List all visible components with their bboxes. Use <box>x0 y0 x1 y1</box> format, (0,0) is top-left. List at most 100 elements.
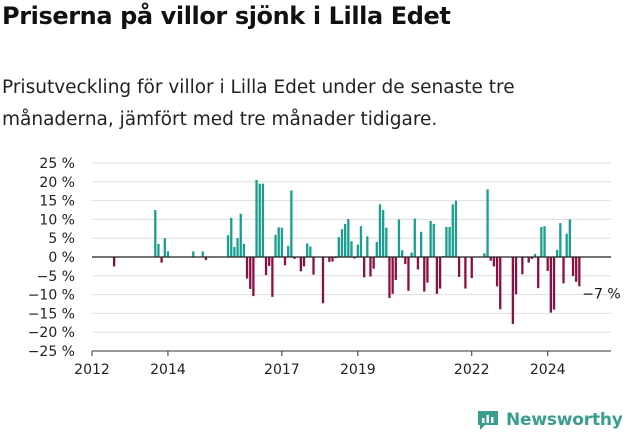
bar <box>331 257 334 262</box>
bar <box>448 226 451 257</box>
brand-name: Newsworthy <box>506 410 623 430</box>
bar <box>353 257 356 259</box>
bar <box>537 257 540 289</box>
bar <box>382 210 385 257</box>
bar <box>413 218 416 257</box>
bar <box>495 257 499 287</box>
x-tick-label: 2024 <box>530 362 566 378</box>
bar-chart: 25 % 20 % 15 % 10 % 5 % 0 % −5 % −10 % −15 % −20 … <box>28 156 621 378</box>
bar <box>407 257 410 291</box>
bar-series <box>112 179 581 324</box>
bar <box>157 243 160 257</box>
bar <box>312 257 315 275</box>
bar <box>438 257 442 289</box>
bar <box>287 245 290 257</box>
bar <box>454 200 458 257</box>
bar <box>543 226 546 257</box>
bar <box>302 257 306 267</box>
bar <box>514 257 518 295</box>
bar <box>369 257 372 277</box>
bar <box>255 179 258 257</box>
x-tick-label: 2022 <box>454 362 490 378</box>
bar <box>394 257 397 280</box>
bar <box>204 257 208 261</box>
y-tick-label: 5 % <box>48 231 75 247</box>
bar <box>435 257 439 294</box>
bar <box>385 227 388 257</box>
y-tick-label: −20 % <box>28 325 75 341</box>
bar <box>483 253 486 257</box>
y-tick-label: −5 % <box>37 269 75 285</box>
bar <box>280 227 284 257</box>
latest-value-annotation: −7 % <box>582 286 620 302</box>
y-tick-label: 15 % <box>39 194 75 210</box>
bar <box>293 257 296 259</box>
bar <box>344 223 347 257</box>
bar <box>451 204 454 257</box>
bar <box>261 183 265 257</box>
bar <box>271 257 274 297</box>
bar <box>521 257 524 275</box>
newsworthy-logo-icon <box>478 411 498 430</box>
bar <box>290 190 293 257</box>
x-tick-label: 2017 <box>264 362 300 378</box>
bar <box>549 257 552 313</box>
bar <box>410 252 413 257</box>
bar <box>445 226 448 257</box>
bar <box>321 257 325 304</box>
y-tick-label: 0 % <box>48 250 75 266</box>
bar <box>299 257 303 272</box>
bar <box>258 183 261 257</box>
bar <box>457 257 461 277</box>
bar <box>226 235 230 257</box>
chart-subtitle: Prisutveckling för villor i Lilla Edet u… <box>2 77 515 130</box>
bar <box>527 257 530 263</box>
bar <box>166 251 170 257</box>
bar <box>236 238 239 257</box>
y-tick-label: 20 % <box>39 175 75 191</box>
bar <box>397 219 401 257</box>
bar <box>423 257 426 292</box>
bar <box>492 257 496 267</box>
bar <box>230 217 233 257</box>
bar <box>388 257 391 298</box>
bar <box>404 257 407 265</box>
bar <box>378 204 382 257</box>
chart-title: Priserna på villor sjönk i Lilla Edet <box>2 2 451 30</box>
bar <box>340 229 344 257</box>
bar <box>252 257 255 297</box>
bar <box>489 257 492 261</box>
bar <box>575 257 578 282</box>
bar <box>546 257 549 271</box>
bar <box>511 257 515 324</box>
bar <box>429 220 432 257</box>
bar <box>268 257 271 267</box>
bar <box>192 251 195 257</box>
bar <box>419 231 423 257</box>
bar <box>565 233 568 257</box>
bar <box>578 257 581 287</box>
bar <box>245 257 249 279</box>
bar <box>328 257 331 262</box>
bar <box>350 241 353 257</box>
bar <box>356 244 359 257</box>
bar <box>242 243 246 257</box>
bar <box>249 257 252 289</box>
y-tick-label: −25 % <box>28 344 75 360</box>
bar <box>470 257 473 279</box>
bar <box>372 257 375 269</box>
bar <box>568 219 571 257</box>
newsworthy-brand: Newsworthy <box>476 409 623 431</box>
bar <box>112 257 116 267</box>
bar <box>239 213 242 257</box>
bar <box>562 257 565 284</box>
bar <box>552 257 556 310</box>
bar <box>264 257 268 276</box>
bar <box>233 246 236 257</box>
bar <box>201 251 204 257</box>
bar <box>274 234 277 257</box>
bar <box>464 257 467 289</box>
bar <box>533 253 537 257</box>
bar <box>416 257 420 270</box>
bar <box>160 257 163 263</box>
